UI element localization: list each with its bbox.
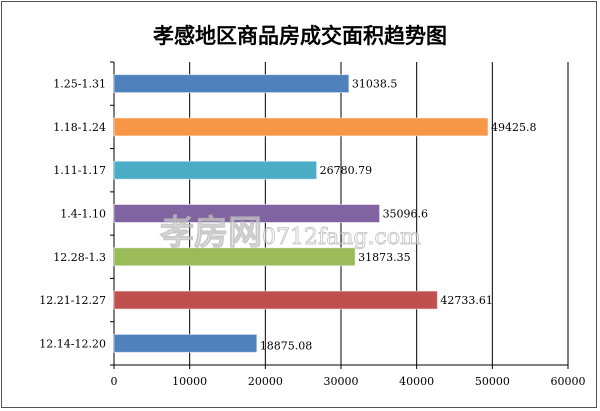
y-tick-label: 1.11-1.17 [53, 164, 106, 177]
data-label: 49425.8 [491, 121, 536, 134]
data-label: 26780.79 [320, 164, 373, 177]
x-tick-label: 10000 [172, 375, 207, 388]
bar [113, 290, 438, 310]
x-tick-label: 60000 [551, 375, 586, 388]
bar [113, 74, 350, 94]
data-label: 35096.6 [383, 208, 429, 221]
bar [113, 117, 489, 137]
y-tick-label: 12.21-12.27 [39, 294, 106, 307]
bar [113, 204, 381, 223]
data-label: 18875.08 [260, 339, 313, 352]
bar [113, 333, 258, 353]
x-tick-label: 20000 [248, 375, 283, 388]
data-label: 31873.35 [358, 251, 411, 264]
x-tick-label: 0 [111, 375, 118, 388]
y-tick-label: 1.25-1.31 [53, 78, 106, 91]
bar [113, 247, 356, 267]
y-tick-label: 12.14-12.20 [39, 337, 106, 350]
chart-title: 孝感地区商品房成交面积趋势图 [153, 23, 447, 48]
y-tick-label: 12.28-1.3 [53, 251, 106, 264]
x-tick-label: 40000 [399, 375, 434, 388]
data-label: 31038.5 [352, 78, 398, 91]
y-tick-label: 1.18-1.24 [53, 121, 106, 134]
data-label: 42733.61 [440, 294, 493, 307]
y-tick-label: 1.4-1.10 [60, 208, 106, 221]
x-tick-label: 30000 [324, 375, 359, 388]
x-tick-label: 50000 [475, 375, 510, 388]
bar [113, 160, 318, 180]
